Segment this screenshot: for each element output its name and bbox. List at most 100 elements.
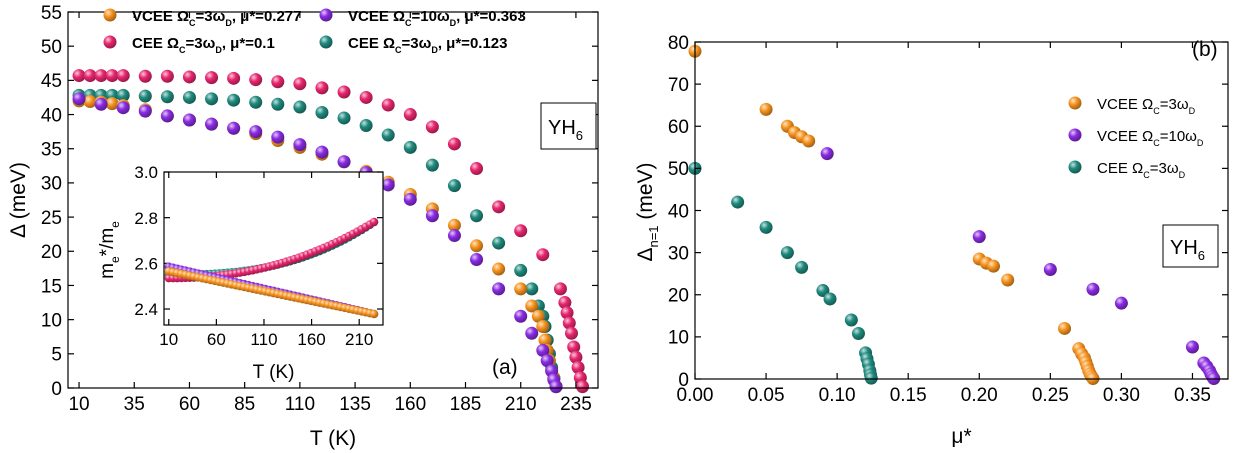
panel-b-y-tick-label: 80 (668, 33, 689, 54)
panel-a-point-pink (249, 73, 263, 87)
panel-a-point-purple (72, 92, 86, 106)
panel-a-point-pink (160, 69, 174, 83)
panel-a-point-purple (116, 101, 130, 115)
panel-b-x-tick-label: 0.10 (819, 385, 856, 406)
panel-b-legend-text: =10ω (1160, 128, 1197, 145)
panel-a-x-tick-label: 210 (505, 394, 537, 415)
panel-a-point-pink (105, 69, 119, 83)
panel-a-y-tick-label: 25 (41, 208, 62, 229)
panel-a-legend-entry: CEE ΩC=3ωD, μ*=0.123 (348, 35, 507, 55)
panel-a-point-teal (425, 158, 439, 172)
panel-b-legend-marker-orange (1068, 96, 1082, 110)
panel-a-point-orange (536, 319, 550, 333)
panel-b-series-purple (820, 147, 1221, 386)
panel-b-y-tick-label: 50 (668, 159, 689, 180)
panel-a-legend-text: =10ω (412, 8, 450, 25)
panel-a-point-pink (558, 296, 572, 310)
panel-a-data-points (72, 69, 590, 394)
panel-b-y-tick-label: 0 (678, 370, 689, 391)
panel-a-legend-subscript: D (225, 18, 232, 28)
panel-a-legend-subscript: D (215, 45, 222, 55)
panel-a-y-tick-label: 0 (51, 379, 62, 400)
panel-b-legend-marker-purple (1068, 128, 1082, 142)
inset-data-points (164, 217, 379, 319)
panel-b-x-tick-label: 0.05 (748, 385, 785, 406)
panel-b-y-tick-label: 60 (668, 117, 689, 138)
panel-b-x-tick-label: 0.35 (1174, 385, 1211, 406)
panel-b-legend-subscript: C (1153, 106, 1160, 116)
panel-b-point-teal (731, 195, 745, 209)
inset-y-axis-subscript: e (108, 221, 122, 228)
panel-a-material-box: YH6 (540, 102, 597, 150)
panel-a-point-pink (227, 71, 241, 85)
panel-a-legend-subscript: C (189, 18, 196, 28)
panel-b-plot-frame (694, 41, 1229, 380)
panel-a-legend-marker-pink (103, 35, 117, 49)
panel-b-data-points (688, 44, 1221, 386)
panel-a-legend-entry: VCEE ΩC=3ωD, μ*=0.277 (132, 8, 301, 28)
panel-a-x-tick-label: 85 (234, 394, 255, 415)
panel-b-point-orange (1001, 273, 1015, 287)
panel-a-x-tick-label: 235 (560, 394, 592, 415)
panel-a-legend-marker-purple (319, 8, 333, 22)
panel-a-point-purple (182, 113, 196, 127)
panel-b-legend-text: =3ω (1160, 96, 1189, 113)
panel-a-point-purple (470, 252, 484, 266)
panel-a-plot-frame (67, 11, 599, 389)
panel-a-point-purple (94, 97, 108, 111)
panel-b-point-orange (759, 102, 773, 116)
panel-a-point-orange (105, 97, 119, 111)
panel-a-x-tick-label: 60 (179, 394, 200, 415)
panel-a-point-purple (293, 138, 307, 152)
panel-a-point-pink (565, 326, 578, 340)
panel-a-point-teal (227, 93, 241, 107)
inset-x-tick-label: 210 (345, 330, 373, 349)
panel-a-point-purple (381, 178, 395, 192)
panel-a-legend-text: , μ*=0.123 (438, 35, 508, 52)
inset-series-orange (164, 267, 379, 319)
panel-a-point-purple (337, 155, 351, 169)
panel-a-legend-subscript: C (395, 45, 402, 55)
panel-a-x-axis-title: T (K) (310, 427, 356, 450)
panel-b-legend-subscript: D (1179, 170, 1186, 180)
panel-a-legend-marker-teal (319, 35, 333, 49)
panel-a-legend-text: VCEE Ω (348, 8, 405, 25)
panel-a-y-tick-label: 20 (41, 242, 62, 263)
panel-b-point-purple (1114, 296, 1128, 310)
svg-text:YH6: YH6 (1170, 237, 1205, 263)
inset-y-axis-title: me*/me (97, 221, 122, 279)
panel-b-point-teal (780, 246, 794, 260)
panel-a-point-teal (160, 90, 174, 104)
panel-a-point-teal (271, 97, 285, 111)
panel-a-point-teal (447, 179, 461, 193)
panel-b-point-purple (972, 230, 986, 244)
panel-a-point-teal (514, 263, 528, 277)
panel-a-legend-marker-orange (103, 8, 117, 22)
panel-a-legend-subscript: C (179, 45, 186, 55)
panel-a-point-orange (538, 333, 552, 347)
panel-b-legend-subscript: D (1189, 106, 1196, 116)
panel-a-point-pink (403, 108, 417, 122)
panel-a-point-purple (549, 380, 563, 394)
panel-b-legend-marker-teal (1068, 160, 1082, 174)
panel-b-legend-subscript: D (1197, 138, 1204, 148)
panel-a-point-pink (553, 282, 567, 296)
panel-b-y-axis-subscript: n=1 (646, 225, 661, 247)
panel-b-y-axis-text: (meV) (634, 162, 657, 225)
panel-b-series-teal (688, 161, 878, 385)
panel-a-point-pink (492, 200, 506, 214)
panel-a-point-purple (536, 343, 550, 357)
panel-a-legend-text: CEE Ω (348, 35, 395, 52)
panel-a-x-tick-label: 10 (68, 394, 89, 415)
panel-a-y-tick-label: 35 (41, 140, 62, 161)
panel-b-x-tick-label: 0.15 (890, 385, 927, 406)
panel-a-point-teal (403, 140, 417, 154)
svg-text:YH6: YH6 (548, 117, 583, 143)
panel-a-point-pink (425, 120, 439, 134)
panel-a-legend-subscript: D (431, 45, 438, 55)
panel-a-legend-entry: VCEE ΩC=10ωD, μ*=0.363 (348, 8, 526, 28)
panel-a-legend-subscript: D (450, 18, 457, 28)
panel-b-legend-subscript: C (1143, 170, 1150, 180)
